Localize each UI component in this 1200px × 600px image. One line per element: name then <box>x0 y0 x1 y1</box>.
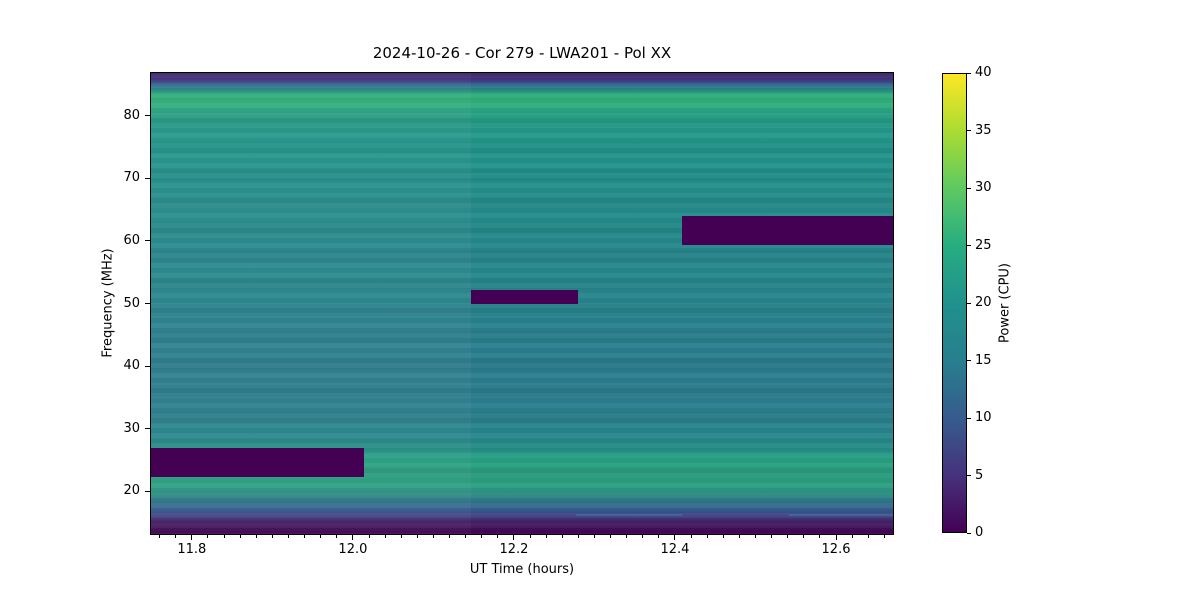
flagged-region-low-band <box>151 447 364 477</box>
colorbar-tick-label: 40 <box>975 65 992 80</box>
colorbar-tick <box>967 130 971 131</box>
y-major-tick <box>145 240 150 242</box>
x-minor-tick <box>159 535 161 538</box>
x-minor-tick <box>384 535 386 538</box>
chart-title: 2024-10-26 - Cor 279 - LWA201 - Pol XX <box>372 44 672 62</box>
x-minor-tick <box>175 535 177 538</box>
x-tick-label: 11.8 <box>177 542 207 557</box>
x-minor-tick <box>320 535 322 538</box>
heatmap-plot-area <box>150 72 894 535</box>
x-minor-tick <box>304 535 306 538</box>
colorbar-tick <box>967 475 971 476</box>
x-minor-tick <box>755 535 756 538</box>
x-minor-tick <box>658 535 660 538</box>
y-tick-label: 40 <box>123 358 140 374</box>
colorbar-tick-label: 30 <box>975 180 992 195</box>
x-minor-tick <box>803 535 805 538</box>
y-axis-label: Frequency (MHz) <box>100 248 116 358</box>
y-tick-label: 30 <box>123 420 140 436</box>
colorbar-tick-label: 0 <box>975 525 984 540</box>
x-minor-tick <box>416 535 418 538</box>
x-minor-tick <box>883 535 885 538</box>
y-major-tick <box>145 428 150 430</box>
x-minor-tick <box>336 535 338 538</box>
x-minor-tick <box>851 535 853 538</box>
x-major-tick <box>835 535 837 540</box>
x-minor-tick <box>626 535 628 538</box>
x-minor-tick <box>497 535 499 538</box>
y-tick-label: 20 <box>123 483 140 499</box>
y-tick-label: 60 <box>123 232 140 248</box>
x-major-tick <box>674 535 676 540</box>
flagged-region-high-band <box>682 216 893 246</box>
x-tick-label: 12.4 <box>660 542 690 557</box>
colorbar-tick <box>967 245 971 246</box>
colorbar-tick-label: 5 <box>975 467 984 483</box>
y-major-tick <box>145 177 150 179</box>
x-minor-tick <box>368 535 370 538</box>
x-minor-tick <box>642 535 644 538</box>
y-major-tick <box>145 365 150 367</box>
y-major-tick <box>145 303 150 304</box>
y-tick-label: 70 <box>123 170 140 186</box>
colorbar-tick-label: 35 <box>975 122 992 138</box>
faint-streak <box>788 513 893 516</box>
x-minor-tick <box>771 535 773 538</box>
flagged-region-mid-band <box>470 289 578 304</box>
x-tick-label: 12.2 <box>499 542 529 557</box>
x-minor-tick <box>529 535 531 538</box>
x-minor-tick <box>271 535 273 538</box>
colorbar-tick-label: 25 <box>975 237 992 253</box>
x-minor-tick <box>706 535 708 538</box>
x-minor-tick <box>545 535 547 538</box>
x-minor-tick <box>432 535 434 538</box>
x-minor-tick <box>593 535 595 538</box>
x-minor-tick <box>787 535 789 538</box>
y-tick-label: 50 <box>123 295 140 311</box>
x-minor-tick <box>255 535 257 538</box>
colorbar-tick <box>967 417 971 419</box>
y-tick-label: 80 <box>123 107 140 123</box>
x-major-tick <box>513 535 515 540</box>
colorbar-tick-label: 15 <box>975 352 992 368</box>
x-minor-tick <box>449 535 451 538</box>
x-minor-tick <box>738 535 740 538</box>
colorbar-tick <box>967 532 971 534</box>
x-minor-tick <box>819 535 821 538</box>
x-major-tick <box>191 535 193 540</box>
colorbar-label: Power (CPU) <box>997 262 1013 344</box>
x-tick-label: 12.0 <box>338 542 368 557</box>
x-minor-tick <box>223 535 225 538</box>
colorbar <box>942 73 967 533</box>
colorbar-tick <box>967 72 971 74</box>
x-major-tick <box>352 535 354 540</box>
colorbar-tick-label: 10 <box>975 410 992 425</box>
x-minor-tick <box>400 535 402 538</box>
colorbar-tick-label: 20 <box>975 295 992 310</box>
x-minor-tick <box>207 535 209 538</box>
faint-streak <box>576 513 683 516</box>
x-minor-tick <box>561 535 563 538</box>
y-major-tick <box>145 115 150 117</box>
colorbar-tick <box>967 302 971 304</box>
x-axis-label: UT Time (hours) <box>469 562 575 577</box>
colorbar-tick <box>967 360 971 361</box>
colorbar-tick <box>967 187 971 189</box>
x-minor-tick <box>722 535 724 538</box>
x-minor-tick <box>867 535 869 538</box>
x-minor-tick <box>690 535 692 538</box>
x-minor-tick <box>239 535 241 538</box>
x-minor-tick <box>481 535 483 538</box>
x-minor-tick <box>287 535 289 538</box>
x-minor-tick <box>610 535 612 538</box>
x-minor-tick <box>577 535 579 538</box>
x-tick-label: 12.6 <box>821 542 851 557</box>
x-minor-tick <box>465 535 467 538</box>
y-major-tick <box>145 490 150 492</box>
